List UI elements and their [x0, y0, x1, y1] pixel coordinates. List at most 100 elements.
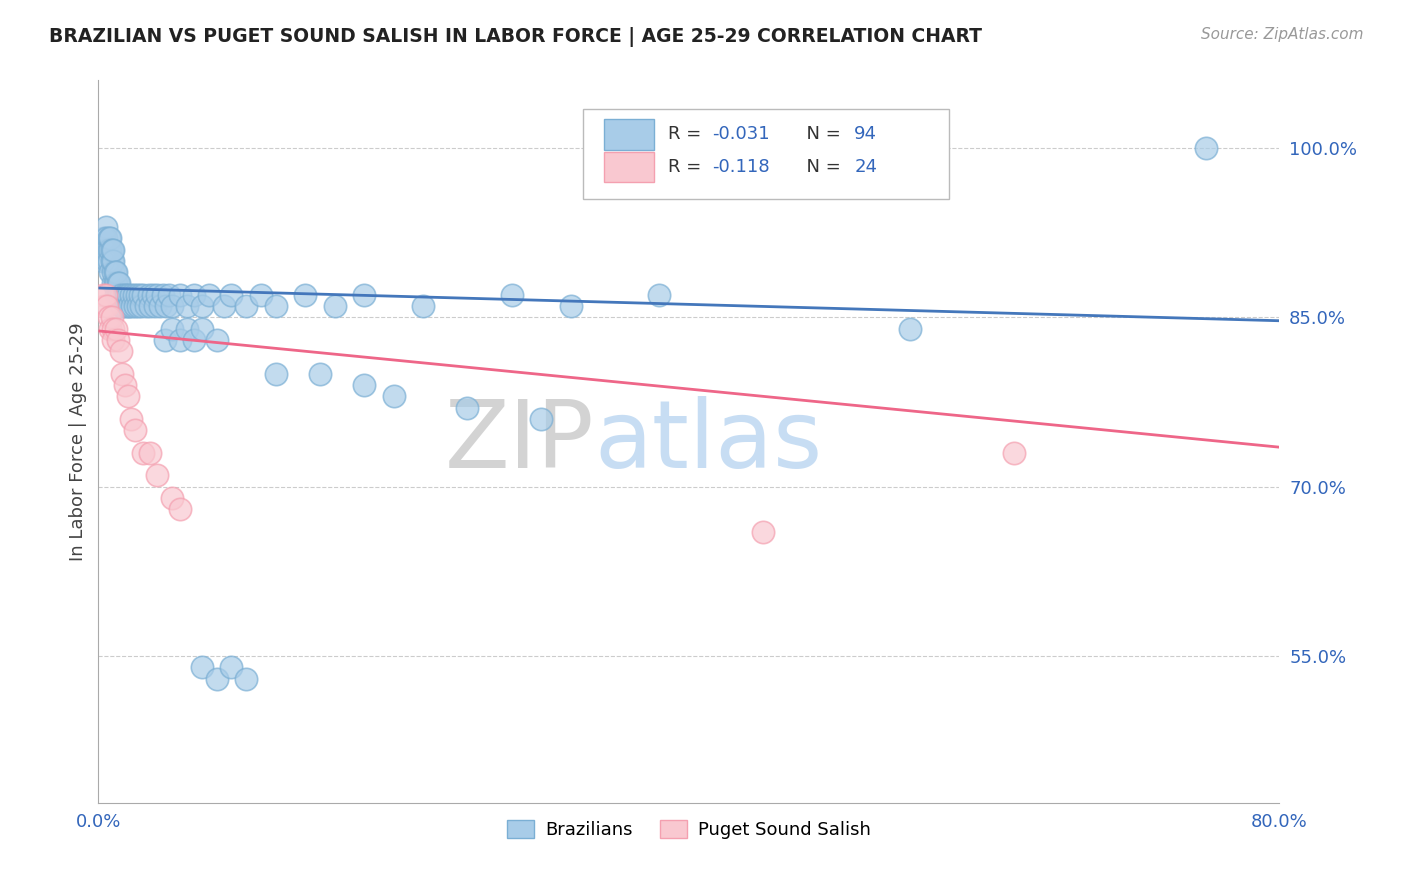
Point	[93, 299, 115, 313]
Point	[103, 253, 125, 268]
Point	[128, 287, 150, 301]
Point	[122, 287, 145, 301]
Point	[110, 344, 132, 359]
Point	[176, 321, 198, 335]
Point	[235, 672, 257, 686]
Point	[183, 287, 205, 301]
Point	[900, 321, 922, 335]
Point	[93, 243, 115, 257]
Point	[103, 265, 125, 279]
Point	[169, 287, 191, 301]
Text: Source: ZipAtlas.com: Source: ZipAtlas.com	[1201, 27, 1364, 42]
Point	[110, 299, 132, 313]
Point	[412, 299, 434, 313]
Point	[382, 389, 405, 403]
Point	[114, 299, 136, 313]
Point	[198, 287, 221, 301]
Point	[235, 299, 257, 313]
Point	[97, 243, 120, 257]
Point	[162, 321, 183, 335]
Point	[191, 660, 214, 674]
Point	[648, 287, 671, 301]
Point	[97, 310, 120, 325]
Point	[457, 401, 479, 415]
Point	[191, 321, 214, 335]
Text: R =: R =	[668, 158, 707, 176]
Point	[132, 446, 155, 460]
Point	[107, 333, 129, 347]
Legend: Brazilians, Puget Sound Salish: Brazilians, Puget Sound Salish	[498, 811, 880, 848]
Point	[107, 287, 129, 301]
Point	[1002, 446, 1025, 460]
Point	[752, 524, 775, 539]
Point	[103, 243, 125, 257]
Point	[353, 378, 375, 392]
Point	[139, 299, 162, 313]
Point	[129, 299, 152, 313]
Point	[221, 660, 243, 674]
Point	[117, 287, 139, 301]
Text: 94: 94	[855, 126, 877, 144]
Point	[162, 299, 183, 313]
Point	[309, 367, 332, 381]
Point	[162, 491, 183, 505]
Point	[110, 287, 132, 301]
Text: -0.118: -0.118	[713, 158, 770, 176]
Point	[117, 389, 139, 403]
Point	[96, 253, 118, 268]
Point	[104, 277, 127, 291]
Point	[107, 277, 129, 291]
Point	[103, 333, 125, 347]
Point	[112, 287, 135, 301]
Point	[100, 253, 122, 268]
Point	[98, 231, 121, 245]
Point	[115, 287, 138, 301]
Text: N =: N =	[796, 158, 846, 176]
Point	[97, 253, 120, 268]
Point	[169, 502, 191, 516]
Point	[149, 299, 172, 313]
Point	[114, 378, 136, 392]
Text: atlas: atlas	[595, 395, 823, 488]
Point	[124, 299, 146, 313]
Point	[176, 299, 198, 313]
Text: BRAZILIAN VS PUGET SOUND SALISH IN LABOR FORCE | AGE 25-29 CORRELATION CHART: BRAZILIAN VS PUGET SOUND SALISH IN LABOR…	[49, 27, 983, 46]
Point	[94, 243, 117, 257]
Text: -0.031: -0.031	[713, 126, 770, 144]
Point	[205, 672, 228, 686]
Point	[100, 243, 122, 257]
Point	[157, 287, 180, 301]
Point	[111, 299, 134, 313]
Point	[155, 299, 177, 313]
Point	[94, 287, 117, 301]
Point	[98, 321, 121, 335]
Point	[121, 299, 143, 313]
Point	[264, 367, 287, 381]
Text: R =: R =	[668, 126, 707, 144]
Point	[294, 287, 316, 301]
Point	[94, 231, 117, 245]
Point	[98, 265, 121, 279]
Point	[103, 321, 125, 335]
Point	[94, 220, 117, 235]
Point	[191, 299, 214, 313]
FancyBboxPatch shape	[582, 109, 949, 200]
Point	[560, 299, 582, 313]
Point	[98, 243, 121, 257]
Point	[153, 333, 176, 347]
Point	[127, 299, 149, 313]
Point	[146, 287, 169, 301]
Point	[138, 287, 160, 301]
Point	[139, 446, 162, 460]
Point	[125, 287, 148, 301]
Text: N =: N =	[796, 126, 846, 144]
Point	[530, 412, 553, 426]
Point	[169, 333, 191, 347]
Point	[105, 277, 128, 291]
Point	[105, 287, 128, 301]
Point	[105, 265, 128, 279]
Point	[135, 299, 157, 313]
Point	[124, 423, 146, 437]
Point	[105, 321, 128, 335]
Point	[108, 277, 131, 291]
